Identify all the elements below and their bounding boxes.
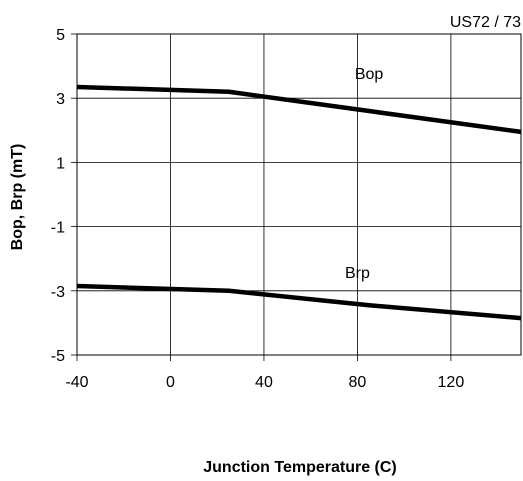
grid (76, 33, 521, 356)
series-label-bop: Bop (355, 66, 384, 83)
y-tick-label: 5 (56, 27, 65, 44)
series-label-brp: Brp (345, 265, 370, 282)
y-tick-label: 1 (56, 155, 65, 172)
series-lines (76, 84, 522, 321)
x-tick-label: -40 (65, 374, 88, 391)
y-tick-label: -5 (51, 348, 65, 365)
x-tick-label: 0 (166, 374, 175, 391)
x-tick-label: 80 (349, 374, 367, 391)
y-tick-label: 3 (56, 91, 65, 108)
series-line-bop (76, 84, 522, 135)
x-tick-labels: -40 0 40 80 120 (65, 374, 464, 391)
y-tick-labels: 5 3 1 -1 -3 -5 (51, 27, 65, 365)
plot-border (76, 33, 522, 356)
x-tick-label: 40 (255, 374, 273, 391)
x-tick-label: 120 (438, 374, 465, 391)
chart-title: US72 / 73 (450, 14, 521, 31)
y-tick-label: -1 (51, 220, 65, 237)
y-tick-label: -3 (51, 284, 65, 301)
x-axis-title: Junction Temperature (C) (203, 459, 397, 476)
plot-frame (71, 33, 522, 361)
series-line-brp (76, 283, 522, 321)
series-labels: Bop Brp (345, 66, 383, 282)
y-axis-title: Bop, Brp (mT) (9, 144, 26, 251)
